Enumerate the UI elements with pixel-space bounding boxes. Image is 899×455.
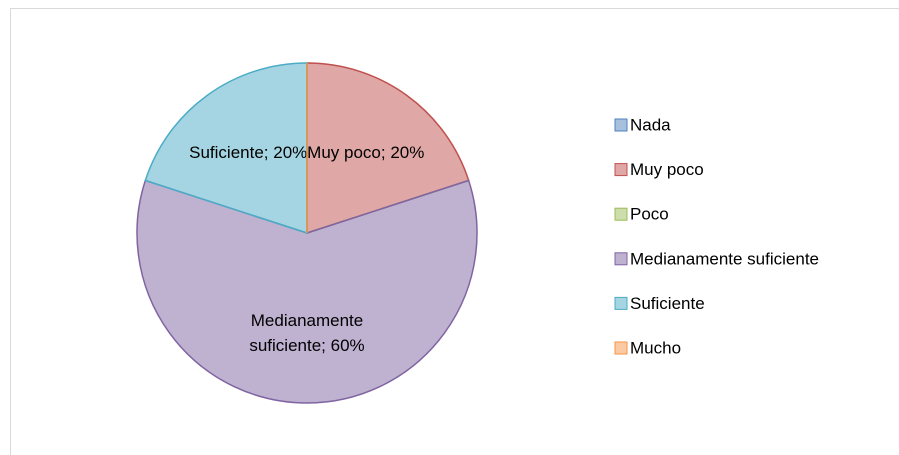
- legend-label: Muy poco: [630, 160, 704, 179]
- data-label: Muy poco; 20%: [307, 142, 425, 162]
- legend-swatch: [614, 341, 628, 355]
- data-label-box: Muy poco; 20%: [307, 142, 425, 162]
- legend-swatch: [614, 207, 628, 221]
- legend-swatch: [614, 296, 628, 310]
- legend-label: Suficiente: [630, 294, 705, 313]
- legend-swatch: [614, 163, 628, 177]
- pie-slice: [306, 62, 470, 235]
- pie-slice: [144, 62, 308, 235]
- data-label: Suficiente; 20%: [189, 142, 308, 162]
- legend-label: Mucho: [630, 338, 681, 357]
- data-label-box: Suficiente; 20%: [189, 142, 308, 162]
- pie-slice: [136, 179, 478, 404]
- legend-swatch: [614, 118, 628, 132]
- legend-label: Medianamente suficiente: [630, 249, 819, 268]
- legend-swatch: [614, 252, 628, 266]
- data-label: Medianamente suficiente; 60%: [249, 311, 365, 355]
- data-label-box: Medianamente suficiente; 60%: [249, 311, 365, 355]
- legend-label: Poco: [630, 205, 669, 224]
- legend-label: Nada: [630, 115, 671, 134]
